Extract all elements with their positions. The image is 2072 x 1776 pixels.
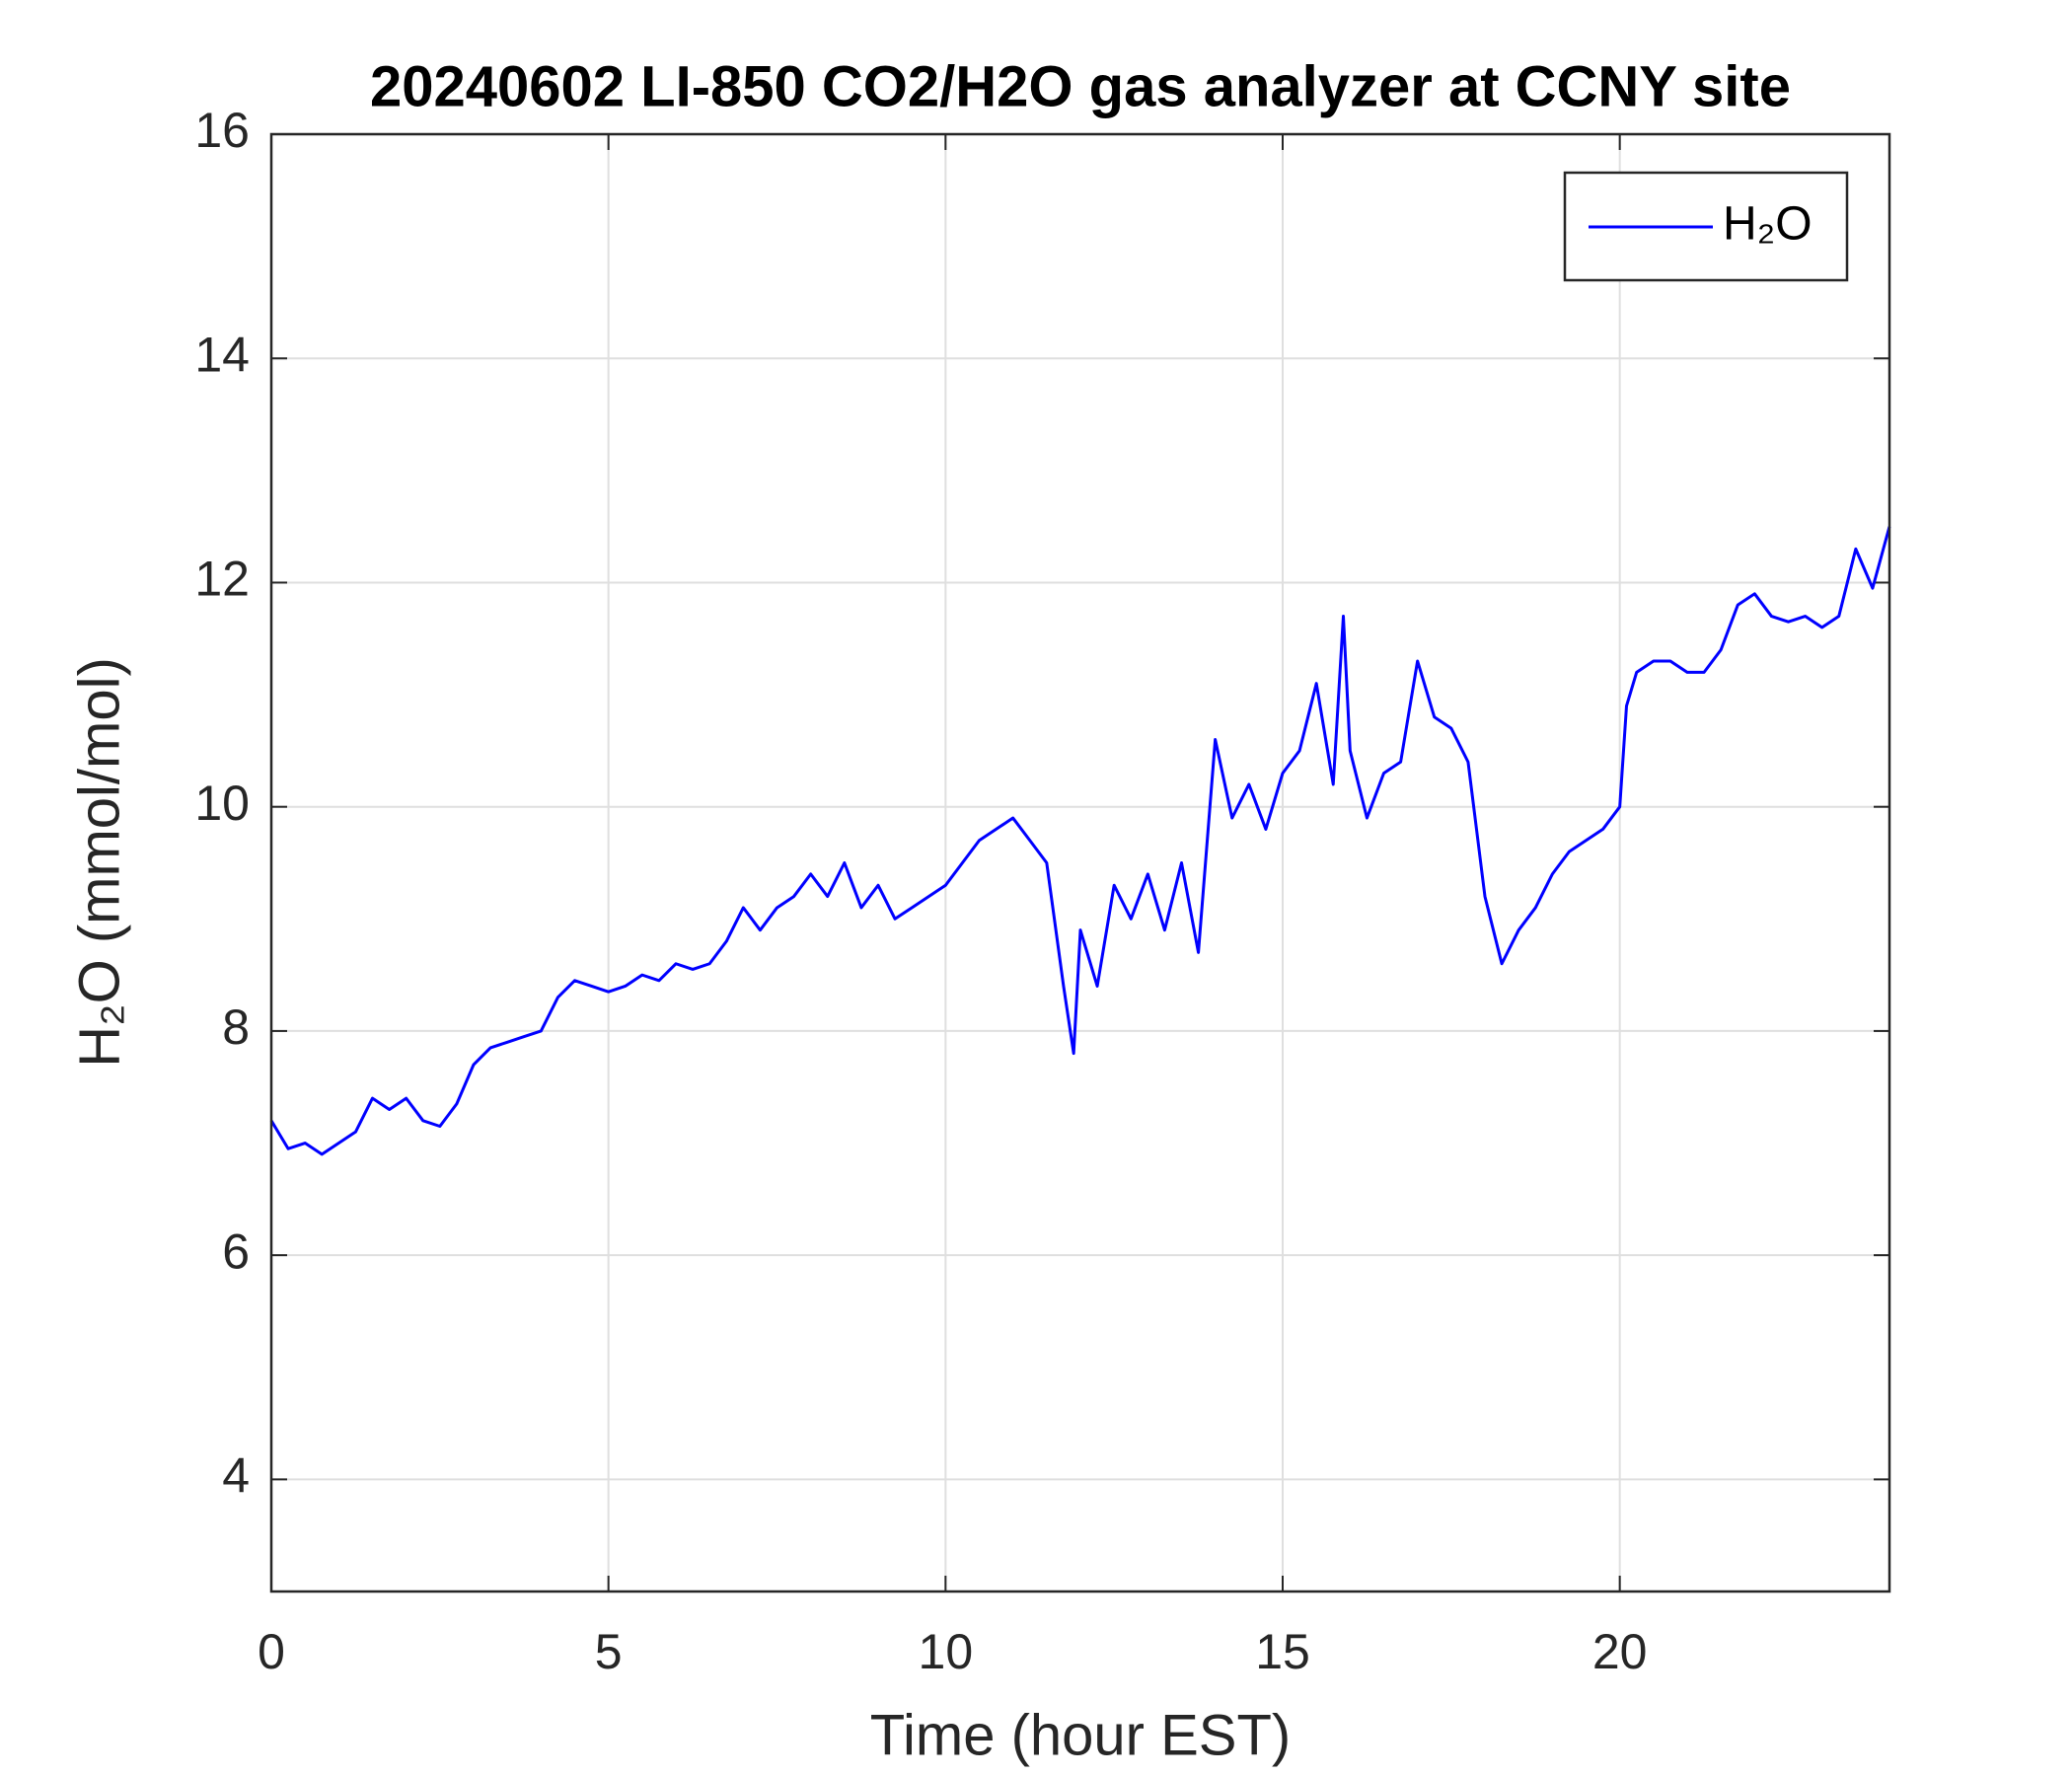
y-axis-label: H₂O (mmol/mol) [67, 657, 131, 1068]
y-tick-label: 12 [194, 552, 250, 607]
data-line [269, 526, 1891, 1156]
legend-label: H₂O [1723, 198, 1813, 251]
x-tick-label: 15 [1255, 1624, 1310, 1679]
chart-title: 20240602 LI-850 CO2/H2O gas analyzer at … [370, 54, 1791, 118]
axes-box [269, 132, 1891, 1593]
y-tick-label: 14 [194, 327, 250, 382]
y-tick-label: 10 [194, 776, 250, 831]
y-tick-label: 6 [222, 1223, 250, 1279]
x-tick-label: 20 [1592, 1624, 1648, 1679]
y-tick-label: 8 [222, 999, 250, 1055]
y-tick-label: 16 [194, 103, 250, 158]
x-axis-label: Time (hour EST) [870, 1703, 1291, 1767]
x-tick-label: 0 [258, 1624, 285, 1679]
y-tick-label: 4 [222, 1448, 250, 1504]
x-tick-label: 5 [595, 1624, 623, 1679]
x-tick-label: 10 [919, 1624, 974, 1679]
plot-area [271, 134, 1889, 1591]
